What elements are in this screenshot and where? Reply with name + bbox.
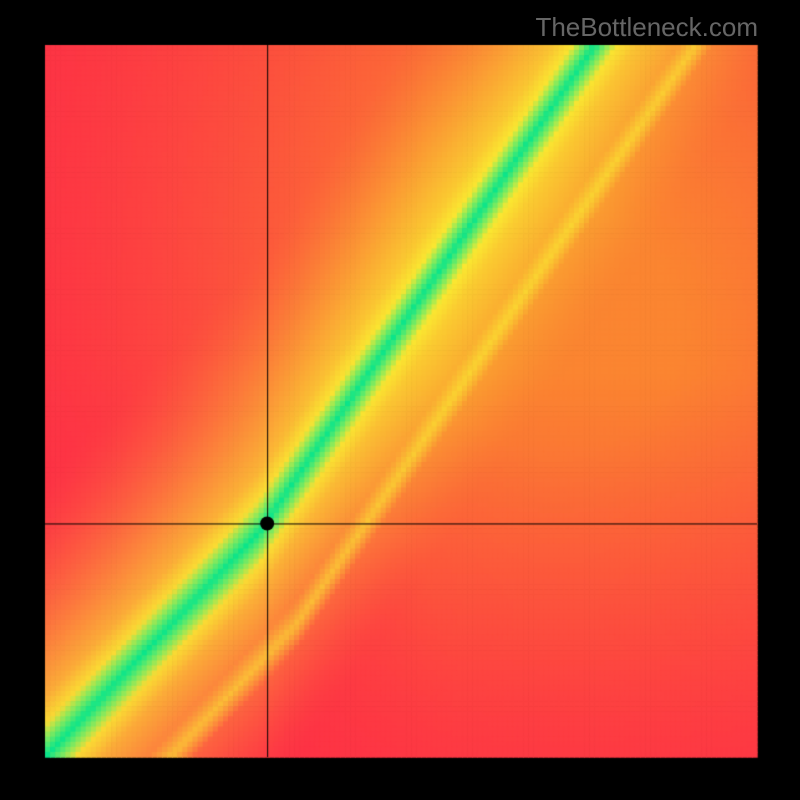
watermark-text: TheBottleneck.com [535,12,758,43]
chart-container: TheBottleneck.com [0,0,800,800]
bottleneck-heatmap [0,0,800,800]
